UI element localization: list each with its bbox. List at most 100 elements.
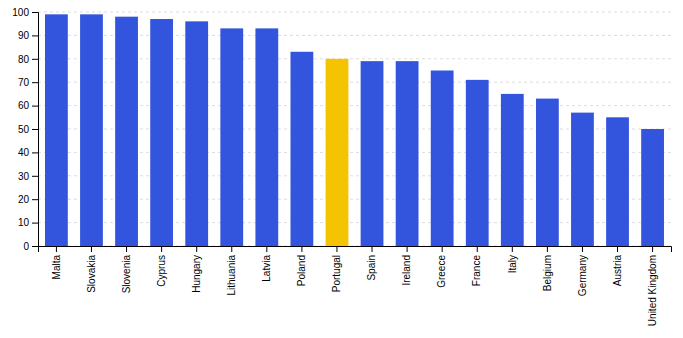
tick-mark: [477, 246, 478, 252]
bar: [220, 28, 243, 246]
bar: [536, 99, 559, 246]
tick: 50: [18, 124, 38, 135]
tick: Lithuania: [226, 246, 237, 296]
tick-label: 70: [18, 77, 30, 88]
tick: Austria: [612, 246, 623, 286]
tick-mark: [32, 223, 38, 224]
tick: 10: [18, 217, 38, 228]
tick-mark: [32, 59, 38, 60]
tick-mark: [32, 82, 38, 83]
tick: 100: [12, 7, 38, 18]
bar: [150, 19, 173, 246]
tick: 30: [18, 171, 38, 182]
tick: 0: [23, 241, 38, 252]
tick: 20: [18, 194, 38, 205]
tick: Germany: [577, 246, 588, 296]
tick-label: Cyprus: [156, 255, 167, 287]
bar: [80, 14, 103, 246]
tick-mark: [547, 246, 548, 252]
tick-label: Hungary: [191, 255, 202, 293]
tick-label: France: [471, 255, 482, 287]
tick-label: Latvia: [261, 255, 272, 282]
tick-mark: [512, 246, 513, 252]
bar: [606, 117, 629, 246]
tick-label: Germany: [577, 255, 588, 296]
tick-label: 40: [18, 147, 30, 158]
tick: 90: [18, 30, 38, 41]
bars: [45, 14, 664, 246]
tick-label: 60: [18, 100, 30, 111]
tick-mark: [32, 106, 38, 107]
y-axis: 0 10 20 30 40 50 60 70 80 90 100: [12, 7, 38, 252]
tick: Latvia: [261, 246, 272, 282]
tick-mark: [32, 176, 38, 177]
tick-label: 20: [18, 194, 30, 205]
tick: Spain: [366, 246, 377, 281]
tick-label: Ireland: [401, 255, 412, 286]
tick-label: Spain: [366, 255, 377, 281]
tick-mark: [266, 246, 267, 252]
bar: [466, 80, 489, 246]
tick-mark: [582, 246, 583, 252]
tick-mark: [32, 12, 38, 13]
tick: Belgium: [542, 246, 553, 291]
chart: 0 10 20 30 40 50 60 70 80 90 100 Malta Slovakia Slove…: [0, 0, 683, 338]
tick-mark: [196, 246, 197, 252]
tick-mark: [231, 246, 232, 252]
bar: [326, 59, 349, 246]
tick: Malta: [51, 246, 62, 279]
tick-mark: [407, 246, 408, 252]
tick-mark: [32, 152, 38, 153]
tick-mark: [126, 246, 127, 252]
tick-label: Italy: [507, 255, 518, 273]
tick-label: 10: [18, 217, 30, 228]
x-axis: Malta Slovakia Slovenia Cyprus Hungary Lithua…: [39, 246, 672, 326]
tick-mark: [161, 246, 162, 252]
tick-label: Slovakia: [86, 255, 97, 293]
tick-mark: [301, 246, 302, 252]
tick-label: Slovenia: [121, 255, 132, 294]
tick-mark: [32, 35, 38, 36]
tick: 80: [18, 54, 38, 65]
bar: [501, 94, 524, 246]
tick-label: Lithuania: [226, 255, 237, 296]
tick: Italy: [507, 246, 518, 273]
tick-label: 0: [23, 241, 29, 252]
tick-label: Belgium: [542, 255, 553, 291]
bar: [361, 61, 384, 246]
plot: 0 10 20 30 40 50 60 70 80 90 100 Malta Slovakia Slove…: [12, 7, 671, 326]
tick-label: 80: [18, 54, 30, 65]
bar: [45, 14, 68, 246]
tick: Portugal: [331, 246, 342, 292]
tick-label: Malta: [51, 255, 62, 280]
tick: United Kingdom: [647, 246, 658, 326]
tick-mark: [91, 246, 92, 252]
tick-label: 50: [18, 124, 30, 135]
bar: [290, 52, 313, 246]
axis-line: [39, 247, 672, 253]
tick-mark: [372, 246, 373, 252]
tick-label: Greece: [436, 255, 447, 288]
grid-line: [38, 12, 671, 13]
tick-mark: [442, 246, 443, 252]
grid: [38, 12, 671, 246]
bar: [396, 61, 419, 246]
tick-mark: [652, 246, 653, 252]
tick: Ireland: [401, 246, 412, 286]
tick-mark: [56, 246, 57, 252]
tick-mark: [617, 246, 618, 252]
tick: Cyprus: [156, 246, 167, 287]
tick: France: [471, 246, 482, 286]
bar: [115, 17, 138, 246]
tick: Poland: [296, 246, 307, 286]
bar: [571, 113, 594, 246]
tick-mark: [32, 199, 38, 200]
tick-mark: [32, 246, 38, 247]
tick-label: Portugal: [331, 255, 342, 292]
tick: 70: [18, 77, 38, 88]
tick: 60: [18, 100, 38, 111]
tick-label: 100: [12, 7, 29, 18]
tick: 40: [18, 147, 38, 158]
tick: Hungary: [191, 246, 202, 293]
tick-mark: [336, 246, 337, 252]
